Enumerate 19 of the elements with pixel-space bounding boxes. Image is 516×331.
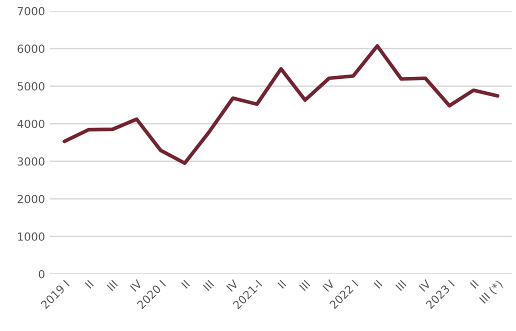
x-tick-label: II	[374, 280, 382, 289]
x-tick-label: III	[299, 280, 310, 292]
x-tick-label: II	[84, 280, 94, 289]
x-tick-label: II	[470, 280, 479, 289]
y-tick-label: 3000	[18, 157, 44, 166]
y-tick-label: 7000	[18, 6, 44, 16]
y-tick-label: 5000	[18, 82, 44, 91]
y-tick-label: 1000	[18, 232, 44, 241]
line-series	[62, 44, 500, 165]
y-tick-label: 6000	[18, 44, 44, 53]
x-tick-label: II	[181, 280, 190, 289]
x-tick-label: II	[277, 280, 286, 289]
x-tick-label: III	[395, 280, 407, 292]
y-tick-label: 0	[38, 270, 44, 278]
x-tick-label: III (*)	[478, 280, 504, 305]
x-tick-label: III	[202, 280, 214, 292]
y-tick-label: 2000	[18, 194, 44, 204]
y-tick-label: 4000	[17, 120, 44, 128]
x-tick-label: III	[106, 280, 118, 292]
